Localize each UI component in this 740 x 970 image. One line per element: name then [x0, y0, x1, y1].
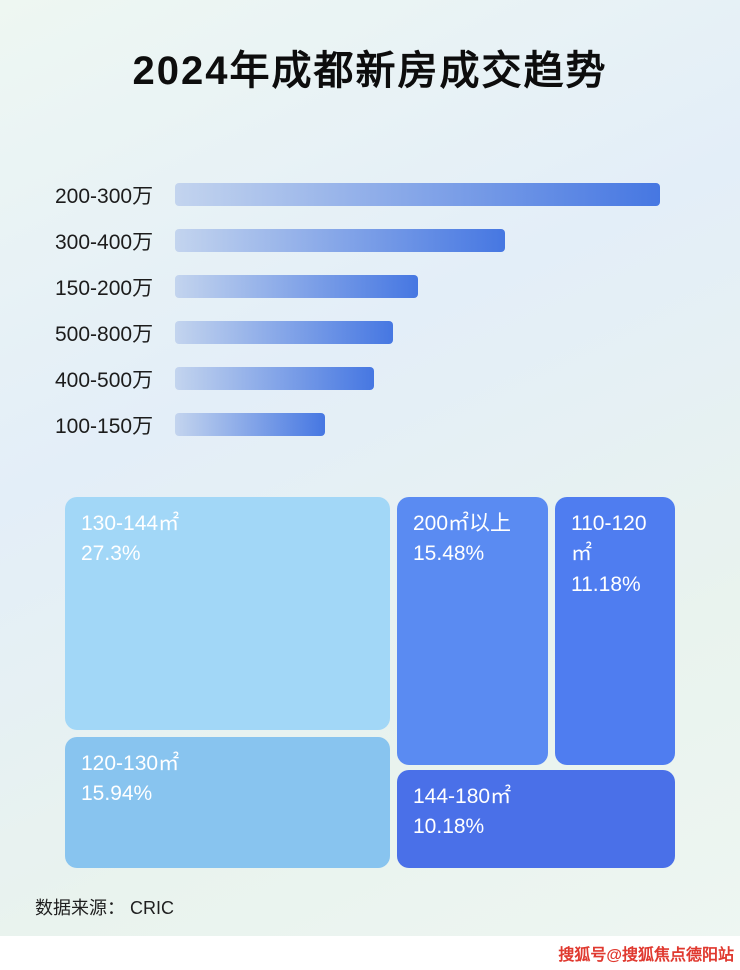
treemap-box: 144-180㎡ 10.18%: [397, 770, 675, 868]
treemap-box-label: 130-144㎡: [81, 512, 180, 535]
bar-label: 400-500万: [55, 368, 154, 392]
treemap-box-label: 144-180㎡: [413, 785, 512, 808]
bar-row: 100-150万: [55, 413, 660, 438]
treemap-box-value: 15.48%: [413, 542, 485, 566]
bar-row: 200-300万: [55, 183, 660, 208]
treemap-box-label: 110-120㎡: [571, 512, 647, 566]
page-title: 2024年成都新房成交趋势: [132, 49, 608, 93]
bar-fill: [175, 183, 660, 206]
bar-fill: [175, 413, 325, 436]
bar-row: 500-800万: [55, 321, 660, 346]
bar-label: 200-300万: [55, 184, 154, 208]
bar-row: 300-400万: [55, 229, 660, 254]
data-source-label: 数据来源： CRIC: [35, 898, 174, 918]
watermark-text: 搜狐号@搜狐焦点德阳站: [558, 947, 734, 964]
treemap-box-value: 11.18%: [571, 572, 641, 596]
treemap-box: 110-120㎡ 11.18%: [555, 497, 675, 765]
treemap-box: 120-130㎡ 15.94%: [65, 737, 390, 868]
treemap-box-value: 10.18%: [413, 815, 485, 839]
treemap-box-label: 200㎡以上: [413, 512, 512, 535]
treemap-box-value: 27.3%: [81, 542, 141, 566]
bar-fill: [175, 229, 505, 252]
bar-row: 150-200万: [55, 275, 660, 300]
watermark-bar: 搜狐号@搜狐焦点德阳站: [0, 936, 740, 970]
treemap-box-label: 120-130㎡: [81, 752, 180, 775]
bar-label: 300-400万: [55, 230, 154, 254]
bar-row: 400-500万: [55, 367, 660, 392]
bar-fill: [175, 321, 393, 344]
bar-label: 500-800万: [55, 322, 154, 346]
bar-fill: [175, 367, 374, 390]
treemap-box: 130-144㎡ 27.3%: [65, 497, 390, 730]
price-range-bar-chart: 200-300万 300-400万 150-200万 500-800万 400-…: [55, 183, 660, 459]
bar-label: 100-150万: [55, 414, 154, 438]
treemap-box-value: 15.94%: [81, 782, 153, 806]
bar-label: 150-200万: [55, 276, 154, 300]
treemap-box: 200㎡以上 15.48%: [397, 497, 548, 765]
bar-fill: [175, 275, 418, 298]
